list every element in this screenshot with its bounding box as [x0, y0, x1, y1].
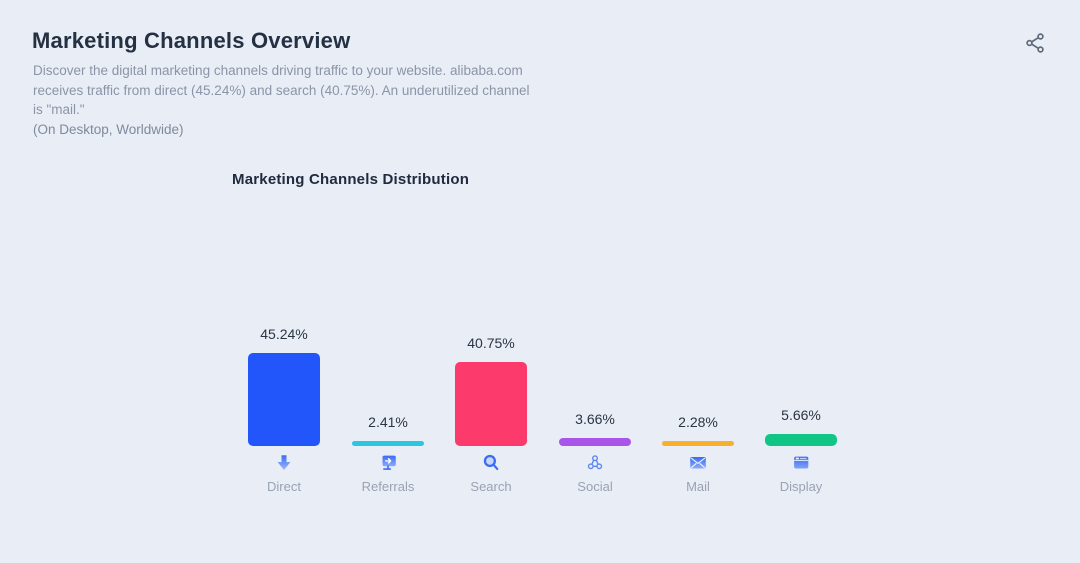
category-label-search: Search — [470, 479, 512, 494]
page-description: Discover the digital marketing channels … — [33, 61, 530, 120]
value-label-mail: 2.28% — [678, 414, 718, 430]
bar-social[interactable] — [559, 438, 631, 446]
value-label-display: 5.66% — [781, 407, 821, 423]
social-nodes-icon — [584, 452, 606, 474]
display-window-icon — [790, 452, 812, 474]
mail-envelope-icon — [687, 452, 709, 474]
referral-monitor-icon — [377, 452, 399, 474]
value-label-referrals: 2.41% — [368, 414, 408, 430]
share-button[interactable] — [1020, 29, 1050, 59]
category-label-display: Display — [779, 479, 823, 494]
value-label-social: 3.66% — [575, 411, 615, 427]
bar-direct[interactable] — [248, 353, 320, 446]
bar-column-referrals: 2.41% Referrals — [352, 300, 424, 500]
chart-title: Marketing Channels Distribution — [232, 171, 470, 188]
category-label-direct: Direct — [267, 479, 301, 494]
search-icon — [480, 452, 502, 474]
bar-referrals[interactable] — [352, 441, 424, 446]
page-title: Marketing Channels Overview — [32, 28, 351, 53]
scope-note: (On Desktop, Worldwide) — [33, 122, 184, 137]
bar-mail[interactable] — [662, 441, 734, 446]
category-label-mail: Mail — [686, 479, 710, 494]
bar-column-search: 40.75% Search — [455, 300, 527, 500]
description-line-1: Discover the digital marketing channels … — [33, 63, 523, 78]
bar-search[interactable] — [455, 362, 527, 446]
share-icon — [1023, 33, 1047, 58]
bar-column-social: 3.66% Social — [559, 300, 631, 500]
bar-column-direct: 45.24% Direct — [248, 300, 320, 500]
arrow-down-icon — [273, 452, 295, 474]
description-line-3: is "mail." — [33, 102, 85, 117]
value-label-direct: 45.24% — [260, 326, 308, 342]
value-label-search: 40.75% — [467, 335, 515, 351]
bar-column-display: 5.66% Display — [765, 300, 837, 500]
category-label-social: Social — [577, 479, 613, 494]
description-line-2: receives traffic from direct (45.24%) an… — [33, 82, 530, 98]
category-label-referrals: Referrals — [361, 479, 415, 494]
bar-column-mail: 2.28% Mail — [662, 300, 734, 500]
bar-display[interactable] — [765, 434, 837, 446]
